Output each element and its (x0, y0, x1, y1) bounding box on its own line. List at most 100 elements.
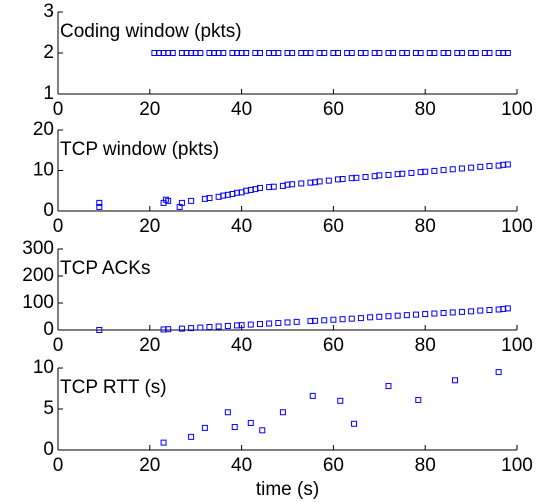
marker (449, 309, 456, 316)
marker (165, 197, 172, 204)
marker (275, 50, 282, 56)
marker (422, 168, 429, 175)
marker (165, 326, 172, 333)
x-tick-label: 80 (415, 335, 436, 356)
marker (275, 319, 282, 326)
y-tick-label: 1 (43, 83, 54, 104)
marker (486, 50, 493, 56)
marker (504, 50, 511, 56)
marker (394, 312, 401, 319)
x-tick-label: 20 (139, 455, 160, 476)
marker (289, 50, 296, 56)
marker (504, 161, 511, 168)
x-tick-label: 40 (231, 335, 252, 356)
marker (472, 50, 479, 56)
marker (220, 50, 227, 56)
marker (238, 322, 245, 329)
marker (316, 178, 323, 185)
marker (321, 317, 328, 324)
x-tick-label: 60 (323, 99, 344, 120)
marker (270, 183, 277, 190)
marker (337, 397, 344, 404)
marker (431, 167, 438, 174)
marker (312, 317, 319, 324)
x-tick-label: 40 (231, 455, 252, 476)
marker (334, 50, 341, 56)
marker (169, 50, 176, 56)
x-tick-label: 40 (231, 99, 252, 120)
y-tick-label: 0 (43, 200, 54, 221)
marker (256, 321, 263, 328)
marker (353, 174, 360, 181)
marker (458, 165, 465, 172)
marker (247, 419, 254, 426)
marker (431, 310, 438, 317)
marker (413, 311, 420, 318)
y-tick-label: 100 (22, 292, 54, 313)
marker (452, 377, 459, 384)
marker (206, 195, 213, 202)
y-tick-label: 2 (43, 42, 54, 63)
marker (259, 427, 266, 434)
marker (458, 308, 465, 315)
marker (224, 322, 231, 329)
y-tick-label: 300 (22, 238, 54, 259)
y-tick-label: 200 (22, 265, 54, 286)
marker (289, 181, 296, 188)
marker (440, 309, 447, 316)
x-tick-label: 100 (501, 216, 533, 237)
panel-title: TCP window (pkts) (60, 139, 219, 160)
marker (458, 50, 465, 56)
marker (247, 321, 254, 328)
x-tick-label: 0 (53, 335, 64, 356)
marker (178, 199, 185, 206)
marker (495, 369, 502, 376)
marker (477, 163, 484, 170)
marker (504, 305, 511, 312)
marker (348, 315, 355, 322)
marker (201, 424, 208, 431)
marker (188, 325, 195, 332)
marker (215, 323, 222, 330)
marker (449, 166, 456, 173)
marker (96, 203, 103, 210)
y-tick-label: 3 (43, 1, 54, 22)
marker (96, 327, 103, 333)
marker (321, 50, 328, 56)
marker (188, 433, 195, 440)
marker (390, 50, 397, 56)
x-tick-label: 100 (501, 455, 533, 476)
marker (197, 50, 204, 56)
marker (440, 167, 447, 174)
marker (468, 164, 475, 171)
marker (178, 325, 185, 332)
marker (348, 50, 355, 56)
marker (486, 163, 493, 170)
marker (197, 324, 204, 331)
marker (279, 409, 286, 416)
marker (339, 316, 346, 323)
marker (224, 409, 231, 416)
marker (477, 307, 484, 314)
marker (385, 171, 392, 178)
marker (256, 50, 263, 56)
marker (403, 50, 410, 56)
x-tick-label: 20 (139, 335, 160, 356)
marker (160, 439, 167, 446)
marker (403, 312, 410, 319)
marker (431, 50, 438, 56)
marker (325, 177, 332, 184)
x-tick-label: 100 (501, 99, 533, 120)
marker (367, 314, 374, 321)
x-tick-label: 60 (323, 455, 344, 476)
marker (376, 172, 383, 179)
marker (408, 169, 415, 176)
x-tick-label: 0 (53, 216, 64, 237)
marker (243, 50, 250, 56)
marker (266, 320, 273, 327)
marker (357, 315, 364, 322)
x-tick-label: 20 (139, 216, 160, 237)
marker (385, 313, 392, 320)
marker (376, 50, 383, 56)
